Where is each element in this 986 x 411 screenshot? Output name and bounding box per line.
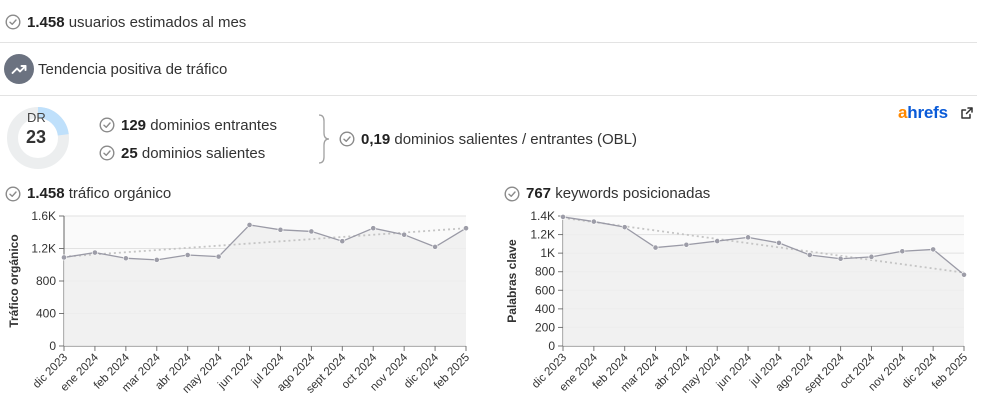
check-circle-icon bbox=[5, 185, 21, 202]
dr-value: 23 bbox=[26, 127, 47, 147]
check-circle-icon bbox=[339, 131, 355, 147]
trend-label: Tendencia positiva de tráfico bbox=[38, 60, 228, 78]
data-point bbox=[61, 254, 67, 261]
keywords-chart-title: 767 keywords posicionadas bbox=[504, 185, 710, 202]
data-point bbox=[215, 253, 222, 260]
check-circle-icon bbox=[504, 185, 520, 202]
trend-row: Tendencia positiva de tráfico bbox=[0, 54, 977, 84]
y-tick-label: 1.6K bbox=[31, 209, 56, 223]
check-circle-icon bbox=[99, 117, 115, 133]
data-point bbox=[745, 234, 751, 241]
data-point bbox=[806, 252, 813, 258]
y-tick-label: 600 bbox=[535, 283, 555, 297]
ahrefs-link[interactable]: ahrefs bbox=[898, 103, 973, 123]
y-tick-label: 1.2K bbox=[31, 242, 56, 256]
trending-up-icon bbox=[4, 54, 34, 84]
data-point bbox=[683, 241, 690, 248]
data-point bbox=[652, 244, 659, 251]
y-tick-label: 0 bbox=[548, 339, 555, 353]
y-tick-label: 800 bbox=[535, 265, 555, 279]
outgoing-domains: 25 dominios salientes bbox=[99, 143, 265, 163]
data-point bbox=[401, 231, 408, 238]
y-tick-label: 1.2K bbox=[530, 228, 555, 242]
incoming-domains: 129 dominios entrantes bbox=[99, 115, 277, 135]
obl-label: dominios salientes / entrantes (OBL) bbox=[394, 130, 637, 148]
obl-value: 0,19 bbox=[361, 130, 391, 148]
data-point bbox=[92, 249, 98, 256]
data-point bbox=[370, 225, 377, 232]
users-estimate: 1.458 usuarios estimados al mes bbox=[27, 14, 246, 31]
series-line bbox=[63, 224, 467, 261]
incoming-label: dominios entrantes bbox=[150, 116, 277, 134]
check-circle-icon bbox=[5, 14, 21, 30]
brace-divider bbox=[318, 114, 330, 164]
data-point bbox=[776, 240, 782, 246]
dr-label: DR bbox=[27, 110, 46, 125]
data-point bbox=[463, 225, 469, 232]
traffic-label: tráfico orgánico bbox=[68, 185, 172, 202]
data-point bbox=[961, 271, 967, 278]
data-point bbox=[930, 246, 937, 253]
obl-ratio: 0,19 dominios salientes / entrantes (OBL… bbox=[339, 129, 637, 149]
data-point bbox=[432, 243, 438, 250]
traffic-value: 1.458 bbox=[27, 185, 65, 202]
outgoing-value: 25 bbox=[121, 144, 138, 162]
users-value: 1.458 bbox=[27, 13, 65, 31]
y-tick-label: 1.4K bbox=[530, 209, 555, 223]
users-row: 1.458 usuarios estimados al mes bbox=[0, 11, 977, 33]
y-axis-label: Palabras clave bbox=[505, 239, 519, 323]
series-area bbox=[563, 216, 964, 346]
users-label: usuarios estimados al mes bbox=[68, 13, 247, 31]
data-point bbox=[122, 255, 129, 262]
keywords-value: 767 bbox=[526, 185, 552, 202]
outgoing-label: dominios salientes bbox=[141, 144, 266, 162]
data-point bbox=[153, 256, 160, 263]
data-point bbox=[590, 218, 597, 225]
data-point bbox=[246, 222, 253, 228]
y-tick-label: 1K bbox=[540, 246, 555, 260]
divider bbox=[0, 95, 977, 96]
dr-widget: DR 23 bbox=[4, 107, 72, 169]
ahrefs-logo-a: a bbox=[898, 103, 908, 122]
y-axis-label: Tráfico orgánico bbox=[7, 234, 21, 327]
data-point bbox=[899, 248, 906, 255]
data-point bbox=[184, 252, 191, 258]
data-point bbox=[560, 214, 566, 220]
data-point bbox=[621, 224, 628, 231]
ahrefs-logo-rest: hrefs bbox=[907, 103, 948, 122]
y-tick-label: 800 bbox=[36, 274, 56, 288]
external-link-icon bbox=[961, 107, 973, 119]
trendline bbox=[63, 227, 467, 258]
series-line bbox=[562, 216, 965, 276]
y-tick-label: 400 bbox=[535, 302, 555, 316]
divider bbox=[0, 42, 977, 43]
y-tick-label: 0 bbox=[49, 339, 56, 353]
incoming-value: 129 bbox=[121, 116, 147, 134]
data-point bbox=[714, 238, 721, 244]
dr-ring bbox=[7, 107, 69, 169]
data-point bbox=[308, 228, 315, 235]
y-tick-label: 400 bbox=[36, 307, 56, 321]
traffic-chart-title: 1.458 tráfico orgánico bbox=[5, 185, 171, 202]
data-point bbox=[339, 238, 346, 245]
y-tick-label: 200 bbox=[535, 320, 555, 334]
data-point bbox=[868, 253, 875, 260]
series-area bbox=[64, 224, 466, 346]
keywords-label: keywords posicionadas bbox=[555, 185, 711, 202]
check-circle-icon bbox=[99, 145, 115, 161]
data-point bbox=[837, 255, 844, 262]
data-point bbox=[277, 226, 284, 233]
